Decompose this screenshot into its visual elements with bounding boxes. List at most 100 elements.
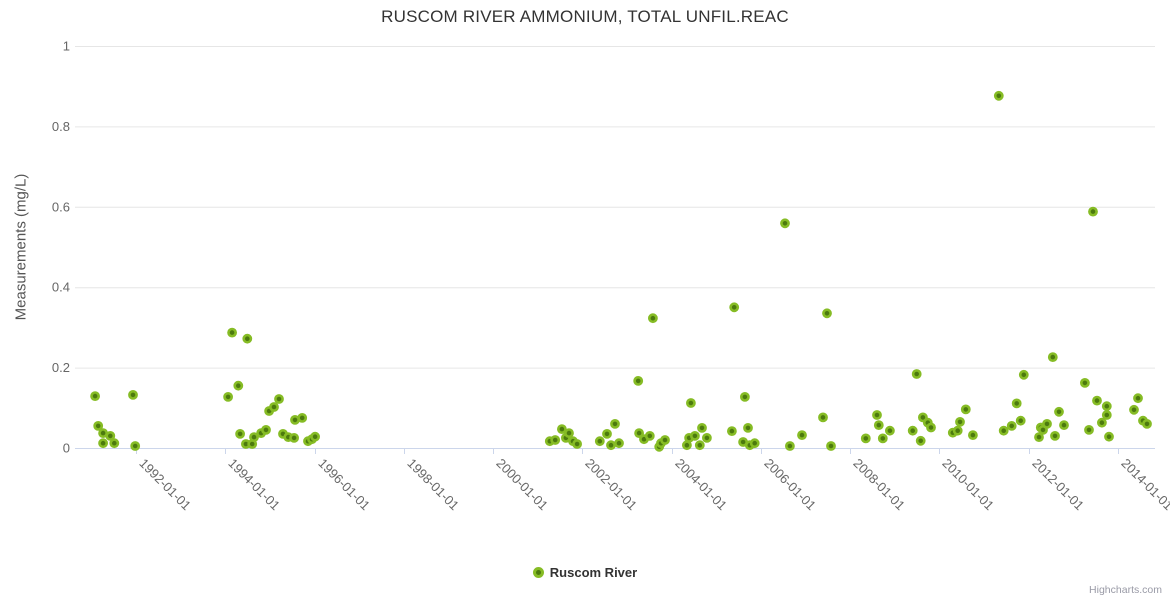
data-point[interactable] — [1080, 377, 1090, 388]
data-point[interactable] — [1011, 398, 1022, 409]
x-axis-label: 1998-01-01 — [404, 456, 462, 514]
data-point[interactable] — [233, 380, 244, 391]
data-point[interactable] — [1142, 418, 1152, 429]
data-point[interactable] — [90, 391, 100, 401]
data-point[interactable] — [697, 422, 707, 433]
data-point[interactable] — [644, 430, 655, 441]
data-point[interactable] — [128, 389, 138, 400]
data-point[interactable] — [818, 412, 828, 423]
data-point[interactable] — [1101, 401, 1112, 412]
data-point[interactable] — [797, 430, 807, 440]
data-point[interactable] — [749, 438, 760, 449]
data-point[interactable] — [594, 436, 605, 447]
data-point[interactable] — [614, 438, 624, 449]
data-point[interactable] — [1015, 415, 1026, 426]
data-point[interactable] — [1129, 404, 1139, 415]
x-axis-label: 2014-01-01 — [1118, 456, 1170, 514]
data-point[interactable] — [109, 438, 120, 449]
data-point[interactable] — [907, 425, 918, 436]
data-point[interactable] — [873, 420, 884, 430]
data-point[interactable] — [105, 430, 116, 441]
data-point[interactable] — [998, 425, 1009, 436]
data-point[interactable] — [648, 313, 658, 324]
data-point[interactable] — [926, 422, 936, 433]
data-point[interactable] — [743, 422, 753, 433]
data-point[interactable] — [1133, 393, 1143, 404]
data-point[interactable] — [780, 218, 790, 229]
data-point[interactable] — [289, 432, 299, 443]
data-point[interactable] — [1104, 431, 1114, 442]
legend-item-ruscom-river[interactable]: Ruscom River — [0, 563, 1170, 581]
data-point[interactable] — [1047, 352, 1058, 362]
data-point[interactable] — [660, 435, 670, 445]
data-point[interactable] — [686, 398, 696, 408]
data-point[interactable] — [1059, 420, 1069, 430]
data-point[interactable] — [968, 430, 978, 440]
data-point[interactable] — [572, 439, 582, 449]
data-point[interactable] — [242, 333, 253, 344]
data-point[interactable] — [634, 428, 644, 438]
data-point[interactable] — [885, 425, 895, 436]
data-point[interactable] — [130, 441, 141, 451]
data-point[interactable] — [740, 391, 750, 402]
data-point[interactable] — [235, 428, 245, 439]
data-point[interactable] — [727, 426, 737, 436]
data-point[interactable] — [274, 394, 284, 404]
data-point[interactable] — [1097, 417, 1107, 428]
data-point[interactable] — [860, 433, 871, 444]
data-point[interactable] — [872, 410, 882, 420]
data-point[interactable] — [1088, 206, 1098, 217]
data-point[interactable] — [93, 420, 104, 431]
y-axis-label: 0.8 — [52, 119, 70, 134]
data-point[interactable] — [557, 424, 567, 434]
data-point[interactable] — [1101, 410, 1112, 420]
data-point[interactable] — [610, 418, 620, 429]
data-point[interactable] — [564, 428, 574, 438]
legend-marker-icon — [532, 566, 544, 578]
chart-title: RUSCOM RIVER AMMONIUM, TOTAL UNFIL.REAC — [381, 7, 789, 26]
data-point[interactable] — [606, 440, 616, 451]
legend-label: Ruscom River — [549, 564, 638, 580]
data-point[interactable] — [249, 432, 259, 442]
data-point[interactable] — [1084, 424, 1094, 435]
x-axis-label: 2000-01-01 — [493, 456, 551, 514]
data-point[interactable] — [261, 424, 271, 435]
data-point[interactable] — [993, 90, 1004, 101]
data-point[interactable] — [952, 425, 963, 436]
x-axis-label: 1996-01-01 — [315, 456, 373, 514]
data-point[interactable] — [602, 428, 612, 439]
x-axis-label: 2010-01-01 — [939, 456, 997, 514]
data-point[interactable] — [702, 432, 712, 443]
data-point[interactable] — [1006, 420, 1017, 431]
data-point[interactable] — [1034, 432, 1044, 442]
data-point[interactable] — [822, 308, 832, 319]
data-point[interactable] — [1092, 395, 1102, 406]
y-axis-label: 0 — [63, 441, 70, 456]
data-point[interactable] — [1050, 430, 1060, 441]
data-point[interactable] — [1042, 418, 1052, 429]
x-axis-label: 2008-01-01 — [850, 456, 908, 514]
data-point[interactable] — [310, 431, 320, 442]
highcharts-credits-link[interactable]: Highcharts.com — [1089, 584, 1162, 596]
data-point[interactable] — [877, 433, 888, 444]
data-point[interactable] — [269, 402, 279, 412]
data-point[interactable] — [960, 404, 971, 415]
data-point[interactable] — [227, 327, 237, 338]
data-point[interactable] — [98, 438, 108, 449]
data-point[interactable] — [1018, 369, 1029, 380]
data-point[interactable] — [297, 412, 308, 423]
data-point[interactable] — [729, 302, 740, 313]
data-point[interactable] — [690, 430, 700, 441]
data-point[interactable] — [955, 416, 965, 427]
data-point[interactable] — [633, 375, 644, 386]
data-point[interactable] — [694, 440, 705, 451]
data-point[interactable] — [911, 369, 922, 379]
data-point[interactable] — [550, 435, 561, 445]
data-point[interactable] — [1054, 406, 1064, 417]
y-axis-label: 0.2 — [52, 360, 70, 375]
data-point[interactable] — [826, 441, 836, 451]
data-point[interactable] — [223, 391, 233, 402]
data-point[interactable] — [915, 435, 926, 446]
data-point[interactable] — [785, 441, 795, 451]
